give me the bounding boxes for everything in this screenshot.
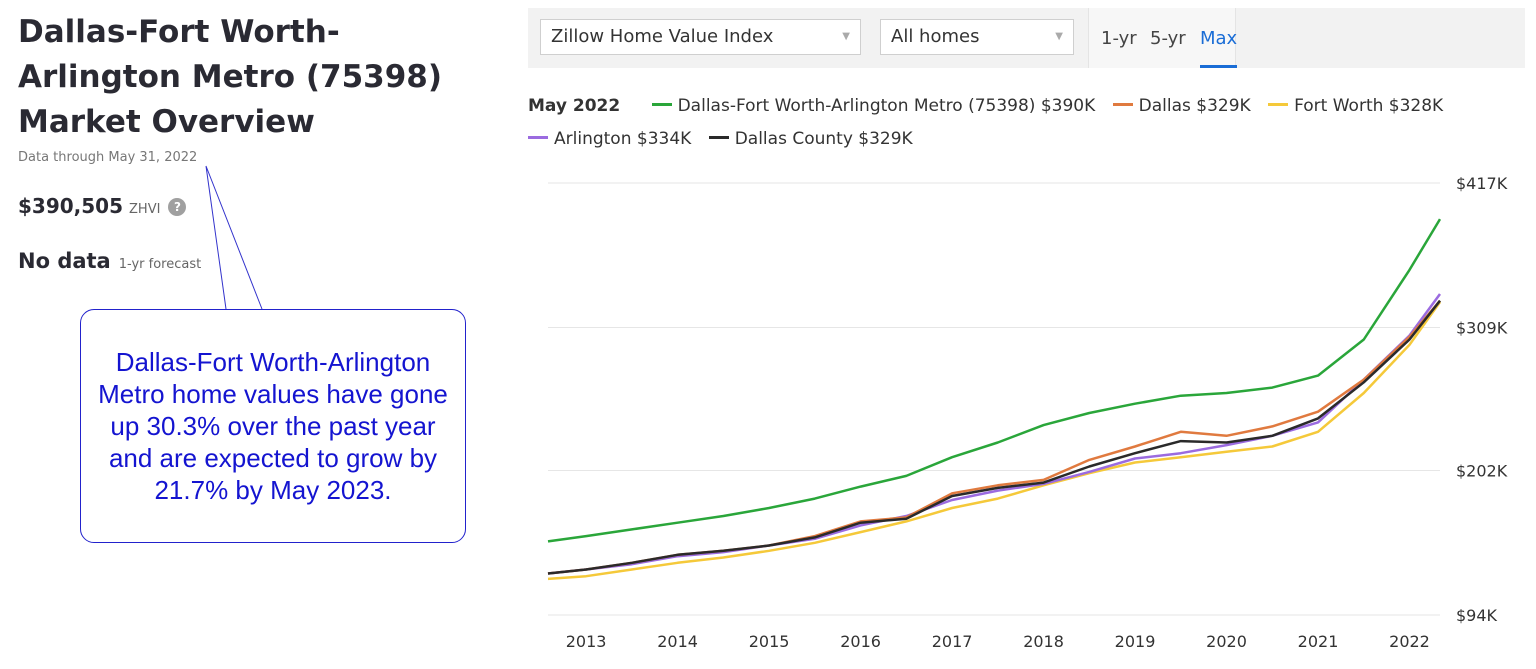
tab-max[interactable]: Max — [1200, 28, 1238, 68]
x-tick-label: 2013 — [566, 632, 607, 651]
legend-swatch — [651, 103, 672, 106]
series-line-fort-worth — [547, 301, 1442, 581]
legend-item: Dallas $329K — [1112, 96, 1251, 116]
legend-date: May 2022 — [528, 96, 621, 116]
x-tick-label: 2019 — [1115, 632, 1156, 651]
legend-swatch — [1268, 103, 1289, 106]
y-tick-label: $309K — [1456, 318, 1508, 337]
y-tick-label: $202K — [1456, 462, 1508, 481]
x-tick-label: 2016 — [840, 632, 881, 651]
y-tick-label: $417K — [1456, 174, 1508, 193]
time-range-tabs: 1-yr 5-yr Max — [1088, 8, 1238, 68]
x-tick-label: 2022 — [1389, 632, 1430, 651]
series-line-arlington — [547, 293, 1442, 575]
x-tick-label: 2021 — [1298, 632, 1339, 651]
data-through-date: Data through May 31, 2022 — [18, 150, 198, 165]
callout-pointer — [205, 165, 263, 310]
legend-label: Dallas $329K — [1138, 96, 1251, 116]
tab-1-yr[interactable]: 1-yr — [1101, 28, 1137, 49]
legend-label: Dallas County $329K — [734, 129, 913, 149]
y-tick-label: $94K — [1456, 606, 1498, 625]
forecast-label: 1-yr forecast — [118, 257, 202, 272]
series-line-dallas-fort-worth-arlington-metro-75398 — [547, 218, 1442, 543]
annotation-callout: Dallas-Fort Worth-Arlington Metro home v… — [80, 309, 466, 543]
chart-legend: May 2022 Dallas-Fort Worth-Arlington Met… — [528, 90, 1488, 156]
home-type-select[interactable]: All homes ▼ — [880, 19, 1074, 55]
legend-label: Arlington $334K — [554, 129, 692, 149]
chevron-down-icon: ▼ — [842, 31, 850, 42]
metric-select[interactable]: Zillow Home Value Index ▼ — [540, 19, 861, 55]
tab-5-yr[interactable]: 5-yr — [1150, 28, 1186, 49]
forecast-stat: No data 1-yr forecast — [18, 249, 201, 273]
page-title: Dallas-Fort Worth-Arlington Metro (75398… — [18, 14, 443, 140]
forecast-value: No data — [18, 249, 111, 273]
x-tick-label: 2020 — [1206, 632, 1247, 651]
chevron-down-icon: ▼ — [1055, 31, 1063, 42]
home-value-chart: $94K $202K $309K $417K 2013 2014 2015 2016 2017 2… — [547, 174, 1508, 651]
zhvi-stat: $390,505 ZHVI? — [18, 194, 187, 218]
x-tick-label: 2014 — [657, 632, 698, 651]
x-tick-label: 2018 — [1023, 632, 1064, 651]
legend-swatch — [528, 136, 548, 139]
zhvi-value: $390,505 — [18, 194, 124, 218]
x-tick-label: 2015 — [749, 632, 790, 651]
home-type-select-value: All homes — [891, 26, 980, 47]
legend-item: Fort Worth $328K — [1268, 96, 1443, 116]
legend-label: Fort Worth $328K — [1294, 96, 1444, 116]
series-line-dallas — [547, 299, 1441, 575]
metric-select-value: Zillow Home Value Index — [551, 26, 774, 47]
legend-swatch — [1112, 103, 1133, 106]
chart-controls: Zillow Home Value Index ▼ All homes ▼ 1-yr… — [528, 8, 1525, 68]
legend-item: Arlington $334K — [528, 129, 691, 149]
legend-label: Dallas-Fort Worth-Arlington Metro (75398… — [677, 96, 1096, 116]
legend-item: Dallas-Fort Worth-Arlington Metro (75398… — [651, 96, 1096, 116]
x-tick-label: 2017 — [932, 632, 973, 651]
legend-item: Dallas County $329K — [708, 129, 913, 149]
legend-swatch — [708, 136, 729, 139]
series-line-dallas-county — [547, 299, 1441, 575]
help-icon[interactable]: ? — [168, 198, 187, 216]
zhvi-label: ZHVI — [129, 202, 161, 217]
